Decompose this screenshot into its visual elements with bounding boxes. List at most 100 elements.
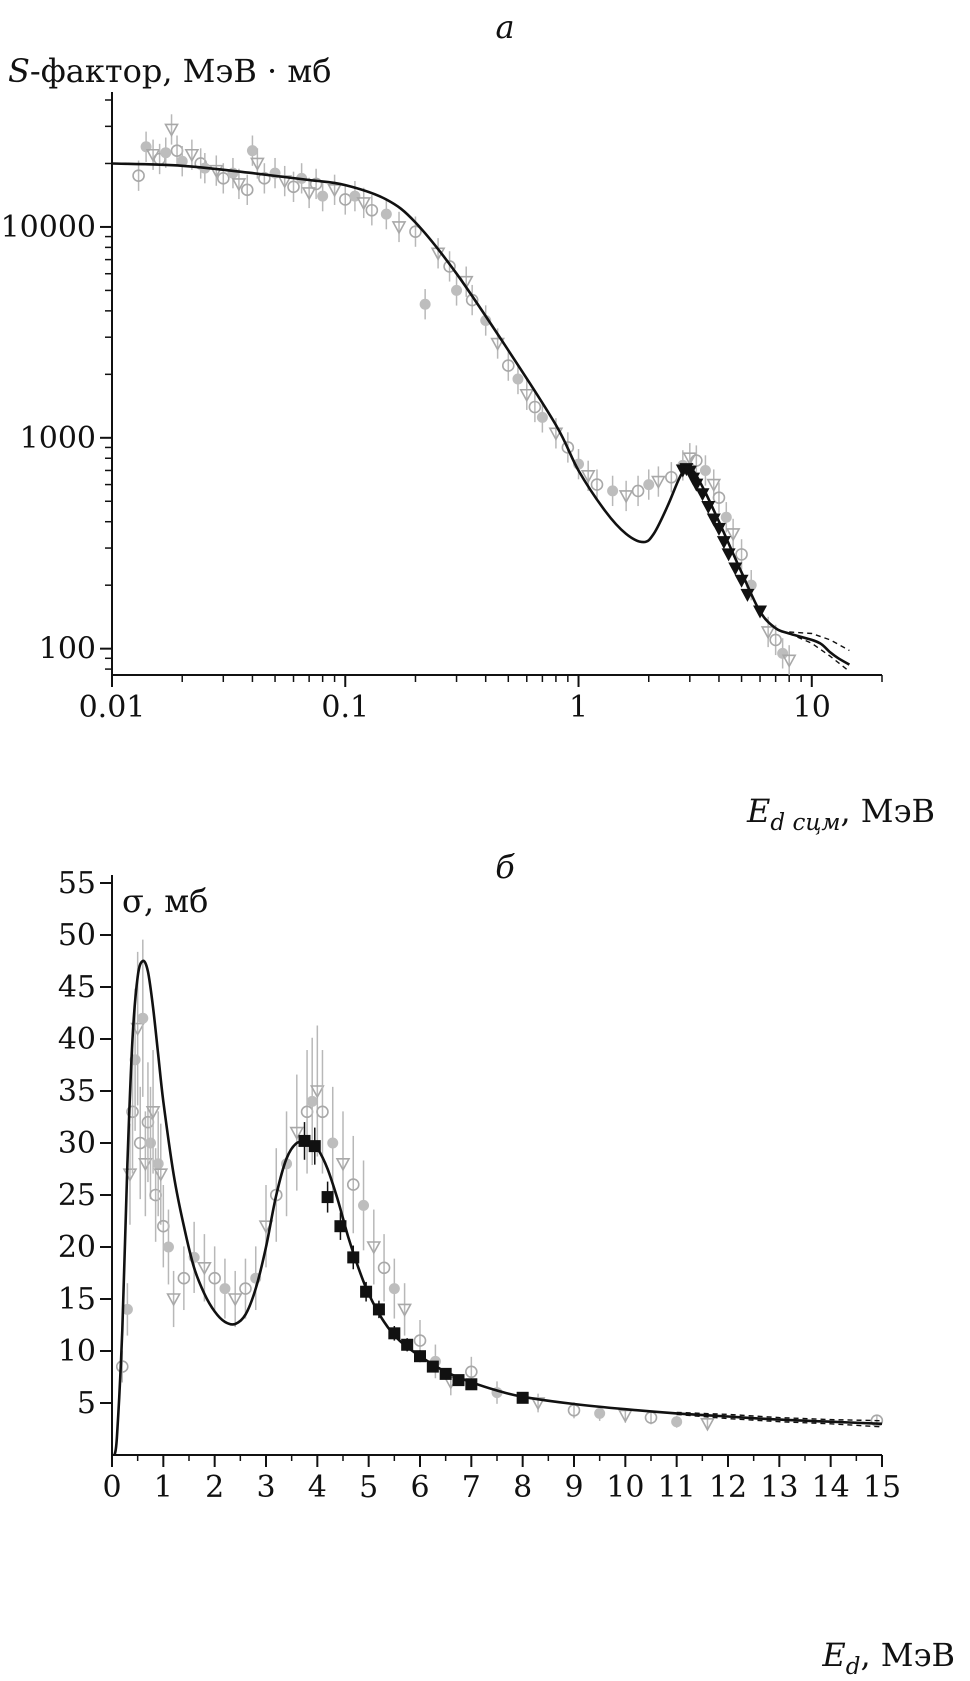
panel-a-gray-data-point	[258, 172, 271, 185]
panel-a-gray-data-point	[777, 647, 789, 659]
panel-a-gray-data-point	[480, 315, 492, 327]
panel-b-x-tick-label: 2	[205, 1470, 224, 1505]
panel-a-gray-data-point	[246, 145, 258, 157]
panel-b-x-tick-label: 14	[812, 1470, 850, 1505]
panel-a-black-data-point	[701, 500, 716, 514]
panel-b-gray-data-point	[377, 1261, 391, 1275]
panel-a-gray-data-point	[216, 172, 230, 185]
panel-b-y-tick-label: 5	[77, 1386, 96, 1421]
panel-b-black-data-point	[516, 1391, 529, 1404]
panel-a-gray-data-point	[140, 141, 152, 153]
panel-a-gray-data-point	[651, 475, 666, 490]
panel-b-x-axis-title-symbol: E	[821, 1636, 845, 1674]
panel-a-fit-curve	[111, 162, 851, 666]
panel-a-gray-data-point	[712, 491, 726, 504]
panel-b-gray-data-point	[397, 1303, 412, 1318]
panel-b-x-tick-label: 7	[462, 1470, 481, 1505]
panel-b-black-data-point	[439, 1367, 452, 1380]
panel-a-x-axis-title-symbol: E	[746, 792, 770, 830]
panel-b-gray-data-point	[335, 1158, 351, 1172]
panel-b-y-tick-label: 10	[58, 1334, 96, 1369]
panel-a-black-data-point	[721, 548, 736, 562]
panel-a-gray-data-point	[502, 359, 515, 372]
panel-b-y-axis-title: σ, мб	[122, 882, 208, 920]
panel-b-gray-data-point	[346, 1178, 360, 1191]
panel-a-gray-data-point	[643, 479, 655, 491]
panel-b-black-data-point	[334, 1220, 347, 1233]
panel-b-y-tick-label: 35	[58, 1074, 96, 1109]
panel-a-x-tick-label: 10	[793, 690, 831, 725]
panel-a-black-data-point	[753, 605, 768, 619]
panel-b-uncertainty-lower	[676, 1413, 883, 1428]
panel-b-black-data-point	[298, 1134, 311, 1147]
panel-b-uncertainty-upper	[676, 1411, 883, 1422]
panel-a-gray-data-point	[536, 411, 548, 423]
panel-b-gray-data-point	[153, 1168, 169, 1182]
panel-a-plot-area: 0.01 0.1 1 10 100 1000 10000	[1, 92, 883, 725]
panel-b-x-tick-label: 5	[359, 1470, 378, 1505]
panel-a-gray-data-point	[419, 298, 431, 310]
panel-b: б σ, мб Ed, МэВ 0 1 2 3 4 5 6 7 8 9 10 11 12 13 14 1551…	[58, 848, 955, 1680]
panel-b-x-tick-label: 0	[102, 1470, 121, 1505]
panel-a-black-data-point	[734, 574, 749, 588]
panel-b-gray-data-point	[162, 1241, 174, 1253]
panel-a-label: а	[495, 8, 514, 46]
panel-b-fit-curve	[113, 959, 883, 1456]
panel-a-black-data-point	[711, 522, 726, 536]
panel-b-x-axis-title: Ed, МэВ	[821, 1636, 955, 1680]
panel-a-gray-data-point	[176, 155, 188, 167]
panel-a-gray-data-point	[380, 208, 392, 220]
panel-b-black-data-point	[414, 1350, 426, 1363]
panel-a-gray-data-point	[184, 148, 200, 163]
panel-b-gray-data-point	[671, 1416, 683, 1428]
panel-a-x-axis-title-unit: , МэВ	[840, 792, 935, 830]
panel-a-gray-data-point	[706, 478, 722, 493]
panel-b-x-tick-label: 8	[513, 1470, 532, 1505]
panel-b-y-tick-label: 40	[58, 1022, 96, 1057]
panel-b-x-axis-title-unit: , МэВ	[860, 1636, 955, 1674]
panel-b-gray-data-point	[366, 1241, 382, 1255]
panel-a-y-tick-label: 10000	[1, 210, 96, 245]
panel-a-gray-data-point	[451, 284, 463, 296]
panel-b-gray-data-point	[152, 1158, 164, 1170]
panel-b-x-tick-label: 1	[154, 1470, 173, 1505]
panel-a-black-data-point	[682, 465, 697, 479]
panel-a-gray-data-point	[208, 164, 224, 179]
panel-a-gray-data-point	[725, 528, 741, 542]
panel-b-y-tick-label: 45	[58, 970, 96, 1005]
panel-b-plot-area: 0 1 2 3 4 5 6 7 8 9 10 11 12 13 14 15510152025303540455…	[58, 866, 901, 1505]
panel-a-y-axis-title-text: -фактор, МэВ · мб	[30, 52, 332, 90]
panel-a-gray-data-point	[548, 427, 564, 442]
panel-a-gray-data-point	[365, 203, 379, 217]
panel-b-gray-data-point	[145, 1106, 161, 1120]
panel-a-gray-data-point	[309, 177, 323, 191]
panel-b-x-axis-title-subscript: d	[846, 1654, 861, 1680]
panel-b-gray-data-point	[700, 1418, 715, 1432]
panel-a-gray-data-point	[409, 225, 422, 238]
panel-b-gray-data-point	[177, 1271, 191, 1285]
panel-a-x-axis-title: Ed сцм, МэВ	[746, 792, 935, 836]
panel-b-gray-data-point	[145, 1137, 156, 1149]
panel-a-gray-data-point	[250, 157, 265, 172]
panel-a-y-tick-label: 1000	[20, 421, 96, 456]
panel-a-gray-data-point	[607, 485, 619, 497]
panel-b-gray-data-point	[227, 1293, 243, 1307]
panel-b-x-tick-label: 10	[606, 1470, 644, 1505]
panel-b-y-tick-label: 25	[58, 1178, 96, 1213]
panel-b-gray-data-point	[289, 1126, 305, 1141]
panel-b-gray-data-point	[465, 1365, 478, 1379]
panel-b-gray-data-point	[594, 1407, 606, 1419]
panel-b-black-data-point	[465, 1378, 478, 1391]
panel-a-black-data-point	[728, 562, 743, 576]
panel-b-black-data-point	[372, 1303, 385, 1316]
panel-b-y-tick-label: 20	[58, 1230, 96, 1265]
panel-a-gray-data-point	[231, 178, 247, 192]
panel-a-gray-data-point	[699, 464, 711, 476]
panel-b-gray-data-point	[306, 1095, 318, 1107]
panel-a-y-axis-title-symbol: S	[8, 52, 30, 90]
panel-a-gray-data-point	[580, 470, 596, 484]
panel-b-x-tick-label: 13	[760, 1470, 798, 1505]
panel-b-gray-data-point	[219, 1283, 231, 1295]
panel-b-gray-data-point	[137, 1012, 149, 1024]
panel-b-gray-data-point	[239, 1282, 252, 1295]
